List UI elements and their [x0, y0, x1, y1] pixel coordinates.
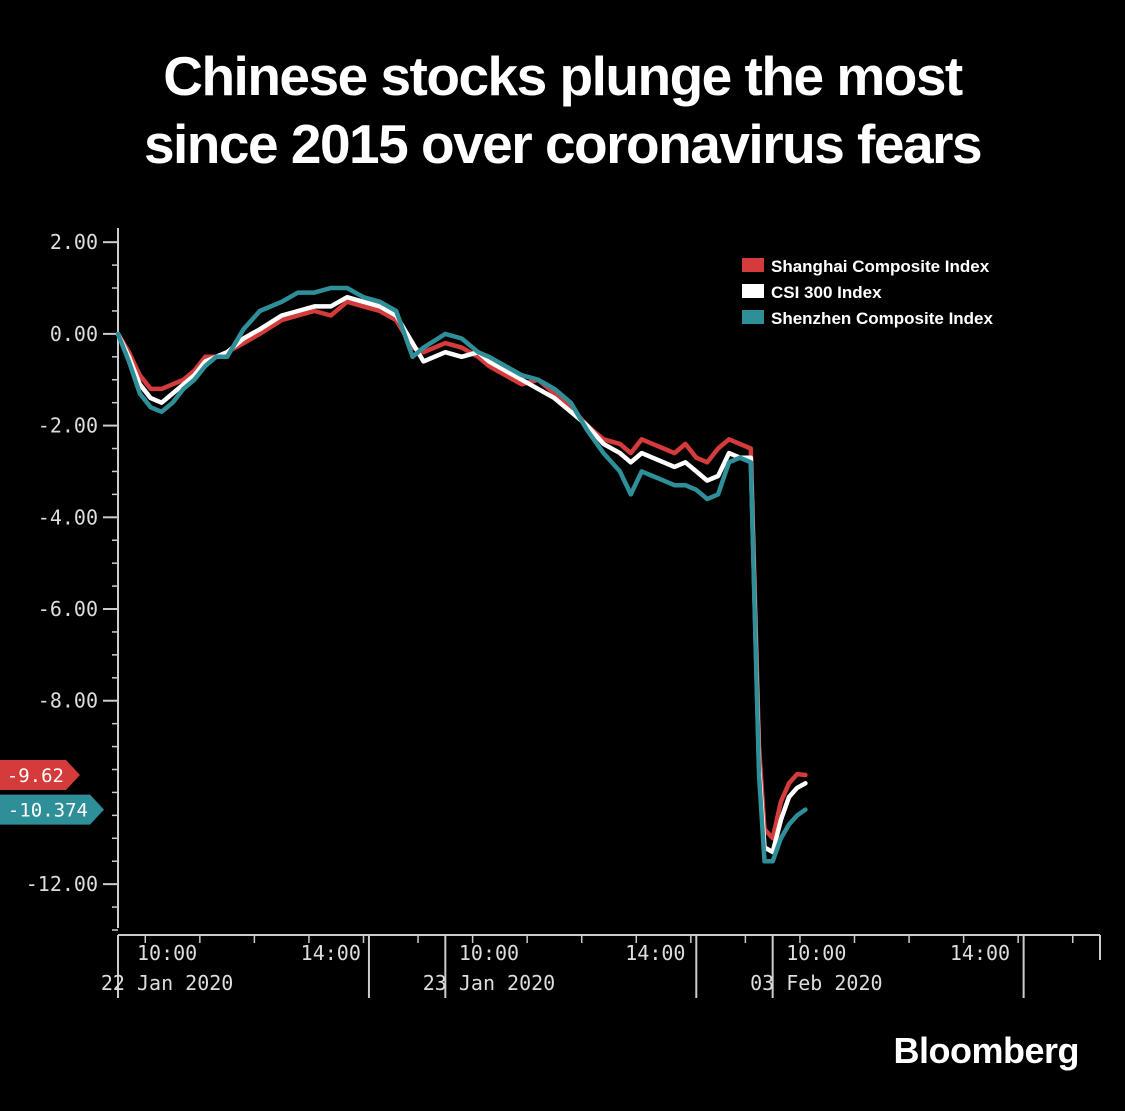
y-tick-label: -8.00 — [38, 689, 98, 713]
series-line-2 — [115, 285, 808, 864]
chart-series — [115, 285, 808, 864]
x-tick-time: 10:00 — [786, 941, 846, 965]
last-value-badge-label-2: -10.374 — [8, 800, 88, 822]
x-tick-date: 23 Jan 2020 — [423, 971, 555, 995]
x-tick-time: 14:00 — [625, 941, 685, 965]
x-tick-time: 14:00 — [950, 941, 1010, 965]
last-value-badge-label-0: -9.62 — [7, 765, 64, 787]
x-tick-date: 22 Jan 2020 — [101, 971, 233, 995]
chart-axes: 2.00 0.00 -2.00 -4.00 -6.00 -8.00 -12.00 10:00 2… — [26, 228, 1101, 998]
last-value-badge-bg-2 — [0, 794, 104, 825]
chart-legend: Shanghai Composite Index CSI 300 Index She… — [742, 257, 994, 328]
title-line-1: Chinese stocks plunge the most — [163, 45, 963, 107]
bloomberg-logo: Bloomberg — [893, 1030, 1079, 1071]
chart-title: Chinese stocks plunge the most since 201… — [0, 42, 1125, 178]
series-line-1 — [115, 294, 808, 855]
x-tick-time: 10:00 — [459, 941, 519, 965]
last-value-badge-bg-0 — [0, 760, 80, 791]
legend-swatch-1 — [742, 284, 764, 298]
y-tick-label: 2.00 — [50, 230, 98, 254]
series-line-0 — [115, 299, 808, 841]
y-tick-label: -6.00 — [38, 597, 98, 621]
x-tick-time: 10:00 — [137, 941, 197, 965]
legend-swatch-2 — [742, 310, 764, 324]
legend-label-2: Shenzhen Composite Index — [771, 309, 994, 328]
y-tick-label: 0.00 — [50, 322, 98, 346]
y-tick-label: -12.00 — [26, 872, 98, 896]
y-tick-label: -2.00 — [38, 414, 98, 438]
legend-label-0: Shanghai Composite Index — [771, 257, 990, 276]
y-tick-label: -4.00 — [38, 505, 98, 529]
title-line-2: since 2015 over coronavirus fears — [143, 113, 983, 175]
x-tick-time: 14:00 — [301, 941, 361, 965]
last-value-badges: -9.62 -10.374 — [0, 760, 104, 825]
legend-label-1: CSI 300 Index — [771, 283, 882, 302]
legend-swatch-0 — [742, 258, 764, 272]
x-tick-date: 03 Feb 2020 — [750, 971, 882, 995]
